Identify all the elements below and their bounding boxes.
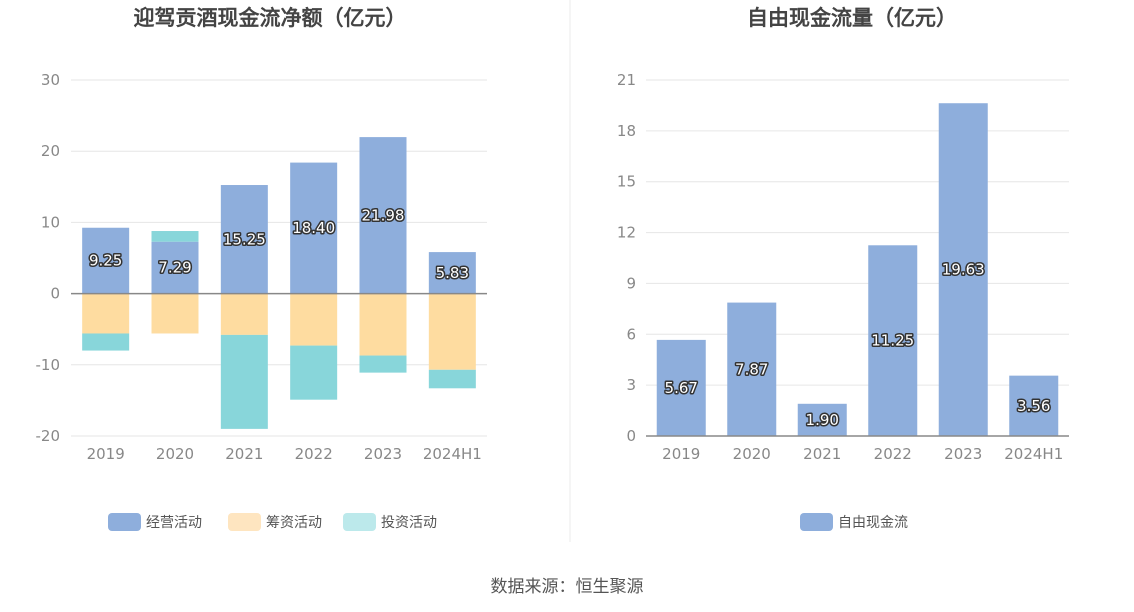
x-tick-label: 2020 [733, 445, 771, 463]
x-tick-label: 2024H1 [1004, 445, 1063, 463]
legend-label[interactable]: 投资活动 [381, 515, 437, 531]
bars [82, 137, 476, 429]
bar-series-1[interactable] [220, 293, 268, 335]
bar-value-label: 7.87 [735, 360, 768, 378]
bar-series-2[interactable] [82, 333, 130, 351]
y-tick-label: 6 [626, 325, 636, 343]
bar-primary[interactable] [938, 103, 988, 436]
bar-value-label: 11.25 [871, 332, 914, 350]
bar-series-1[interactable] [82, 293, 130, 334]
bar-series-2[interactable] [428, 369, 476, 389]
bar-primary[interactable] [797, 403, 847, 436]
bar-series-1[interactable] [151, 293, 199, 334]
legend-label[interactable]: 经营活动 [146, 515, 202, 531]
bar-series-1[interactable] [428, 293, 476, 370]
bar-value-label: 19.63 [942, 261, 985, 279]
y-tick-label: 30 [41, 71, 60, 89]
chart-title: 迎驾贡酒现金流净额（亿元） [134, 6, 407, 30]
x-tick-label: 2023 [944, 445, 982, 463]
bar-primary[interactable] [359, 137, 407, 294]
axis: 30 20 10 0 -10 -20 2019 2020 2021 2022 2023 2024H1 [36, 71, 487, 463]
x-tick-label: 2022 [874, 445, 912, 463]
bar-primary[interactable] [220, 185, 268, 294]
y-tick-label: 9 [626, 274, 636, 292]
bar-primary[interactable] [1009, 375, 1059, 436]
bar-series-2[interactable] [290, 345, 338, 400]
bar-value-label: 3.56 [1017, 397, 1050, 415]
bar-value-label: 5.83 [436, 264, 469, 282]
bar-primary[interactable] [82, 227, 130, 294]
bar-value-label: 7.29 [158, 259, 191, 277]
bar-series-2[interactable] [359, 355, 407, 373]
legend-swatch[interactable] [228, 513, 261, 531]
bar-value-label: 21.98 [362, 206, 405, 224]
bar-primary[interactable] [151, 241, 199, 294]
grid [646, 79, 1069, 386]
legend-swatch[interactable] [800, 513, 833, 531]
bar-primary[interactable] [428, 252, 476, 294]
grid [71, 79, 487, 437]
x-tick-label: 2019 [87, 445, 125, 463]
y-tick-label: 12 [617, 224, 636, 242]
x-tick-label: 2021 [803, 445, 841, 463]
bar-value-label: 9.25 [89, 252, 122, 270]
y-tick-label: -10 [36, 356, 61, 374]
bar-primary[interactable] [656, 339, 706, 436]
y-tick-label: 15 [617, 173, 636, 191]
data-source: 数据来源：恒生聚源 [491, 577, 644, 597]
bar-series-2[interactable] [220, 334, 268, 429]
y-tick-label: 21 [617, 71, 636, 89]
bar-series-2[interactable] [151, 231, 199, 242]
y-tick-label: 18 [617, 122, 636, 140]
chart-title: 自由现金流量（亿元） [747, 6, 957, 30]
y-tick-label: 0 [626, 427, 636, 445]
x-tick-label: 2019 [662, 445, 700, 463]
y-tick-label: 20 [41, 142, 60, 160]
x-tick-label: 2024H1 [423, 445, 482, 463]
x-tick-label: 2023 [364, 445, 402, 463]
legend-label[interactable]: 筹资活动 [266, 514, 322, 531]
bar-value-label: 18.40 [292, 219, 335, 237]
legend[interactable]: 经营活动 筹资活动 投资活动 [108, 513, 437, 531]
y-tick-label: 0 [50, 285, 60, 303]
bar-value-label: 15.25 [223, 230, 266, 248]
x-tick-label: 2020 [156, 445, 194, 463]
legend-swatch[interactable] [108, 513, 141, 531]
cash-flow-net-chart: 迎驾贡酒现金流净额（亿元） 30 20 10 0 -10 -20 2019 2020 2021 2… [36, 6, 487, 531]
bar-value-label: 5.67 [665, 379, 698, 397]
bars [656, 103, 1059, 436]
data-labels: 9.25 7.29 15.25 18.40 21.98 5.83 [87, 205, 470, 283]
legend[interactable]: 自由现金流 [800, 513, 908, 531]
axis: 21 18 15 12 9 6 3 0 2019 2020 2021 2022 2023 2024H1 [617, 71, 1069, 463]
x-tick-label: 2021 [225, 445, 263, 463]
bar-primary[interactable] [868, 245, 918, 436]
bar-series-1[interactable] [290, 293, 338, 346]
y-tick-label: -20 [36, 427, 61, 445]
legend-label[interactable]: 自由现金流 [838, 515, 908, 531]
bar-series-1[interactable] [359, 293, 407, 356]
bar-primary[interactable] [727, 302, 777, 436]
y-tick-label: 3 [626, 376, 636, 394]
bar-primary[interactable] [290, 162, 338, 294]
legend-swatch[interactable] [343, 513, 376, 531]
bar-value-label: 1.90 [806, 411, 839, 429]
y-tick-label: 10 [41, 213, 60, 231]
x-tick-label: 2022 [295, 445, 333, 463]
data-labels: 5.67 7.87 1.90 11.25 19.63 3.56 [663, 259, 1052, 430]
